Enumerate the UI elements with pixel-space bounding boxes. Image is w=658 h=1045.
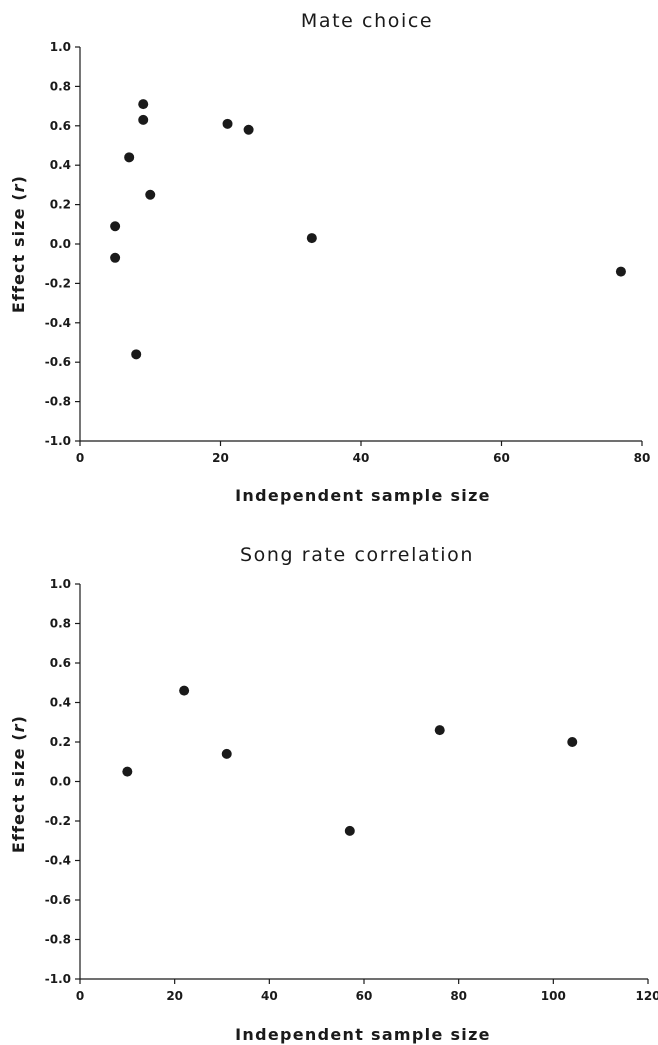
y-tick-label: -0.8 (45, 933, 71, 947)
y-tick-label: 0.2 (50, 198, 71, 212)
x-tick-label: 0 (76, 989, 84, 1003)
x-axis-label: Independent sample size (235, 1025, 491, 1044)
x-tick-label: 60 (356, 989, 373, 1003)
data-point (138, 114, 149, 125)
data-points (122, 685, 578, 836)
data-point (434, 725, 445, 736)
x-tick-label: 60 (493, 451, 510, 465)
y-tick-label: 0.6 (50, 656, 71, 670)
data-point (615, 266, 626, 277)
x-tick-label: 40 (261, 989, 278, 1003)
x-tick-label: 20 (212, 451, 229, 465)
data-point (222, 118, 233, 129)
x-tick-label: 80 (634, 451, 651, 465)
y-tick-label: -0.2 (45, 814, 71, 828)
y-tick-label: -0.8 (45, 395, 71, 409)
y-tick-label: -0.2 (45, 276, 71, 290)
y-axis-label: Effect size (r) (9, 175, 28, 313)
y-axis-label: Effect size (r) (9, 715, 28, 853)
y-tick-label: -1.0 (45, 434, 71, 448)
x-axis-label: Independent sample size (235, 486, 491, 505)
y-tick-label: -1.0 (45, 972, 71, 986)
chart-title: Song rate correlation (240, 544, 474, 566)
y-tick-label: 1.0 (50, 577, 71, 591)
axes-frame (79, 584, 648, 980)
chart-title: Mate choice (301, 10, 433, 32)
y-tick-label: 0.4 (50, 696, 71, 710)
data-point (567, 737, 578, 747)
y-tick-label: 0.0 (50, 237, 71, 251)
data-point (131, 349, 142, 360)
data-point (344, 825, 355, 836)
x-tick-label: 0 (76, 451, 84, 465)
data-point (243, 124, 254, 135)
y-tick-label: 0.2 (50, 735, 71, 749)
x-tick-label: 80 (450, 989, 467, 1003)
y-tick-label: 0.8 (50, 79, 71, 93)
panel-song-rate-correlation: Song rate correlation 1.0 0.8 0.6 0.4 0.2 0.0… (9, 544, 658, 1044)
data-point (138, 99, 149, 110)
x-tick-label: 120 (635, 989, 658, 1003)
data-point (110, 252, 121, 263)
x-tick-label: 20 (166, 989, 183, 1003)
x-ticks: 0 20 40 60 80 100 120 (76, 979, 658, 1003)
y-tick-label: 1.0 (50, 40, 71, 54)
y-ticks: 1.0 0.8 0.6 0.4 0.2 0.0 -0.2 -0.4 -0.6 -0.8 -1.0 (45, 40, 80, 448)
x-ticks: 0 20 40 60 80 (76, 441, 651, 465)
y-tick-label: -0.6 (45, 893, 71, 907)
data-point (124, 152, 135, 163)
y-tick-label: 0.8 (50, 617, 71, 631)
y-tick-label: 0.0 (50, 775, 71, 789)
y-tick-label: 0.6 (50, 119, 71, 133)
data-point (179, 685, 190, 696)
y-tick-label: -0.4 (45, 316, 71, 330)
data-point (122, 766, 133, 777)
data-point (306, 233, 317, 244)
data-point (110, 221, 121, 232)
x-tick-label: 40 (353, 451, 370, 465)
data-point (145, 189, 156, 200)
x-tick-label: 100 (541, 989, 566, 1003)
panel-mate-choice: Mate choice 1.0 0.8 0.6 0.4 0.2 0.0 -0.2 -0.4 -0… (9, 10, 650, 505)
data-points (110, 99, 626, 360)
y-tick-label: -0.6 (45, 355, 71, 369)
y-ticks: 1.0 0.8 0.6 0.4 0.2 0.0 -0.2 -0.4 -0.6 -0.8 -1.0 (45, 577, 80, 986)
axes-frame (79, 47, 642, 442)
data-point (221, 748, 232, 759)
y-tick-label: 0.4 (50, 158, 71, 172)
y-tick-label: -0.4 (45, 854, 71, 868)
